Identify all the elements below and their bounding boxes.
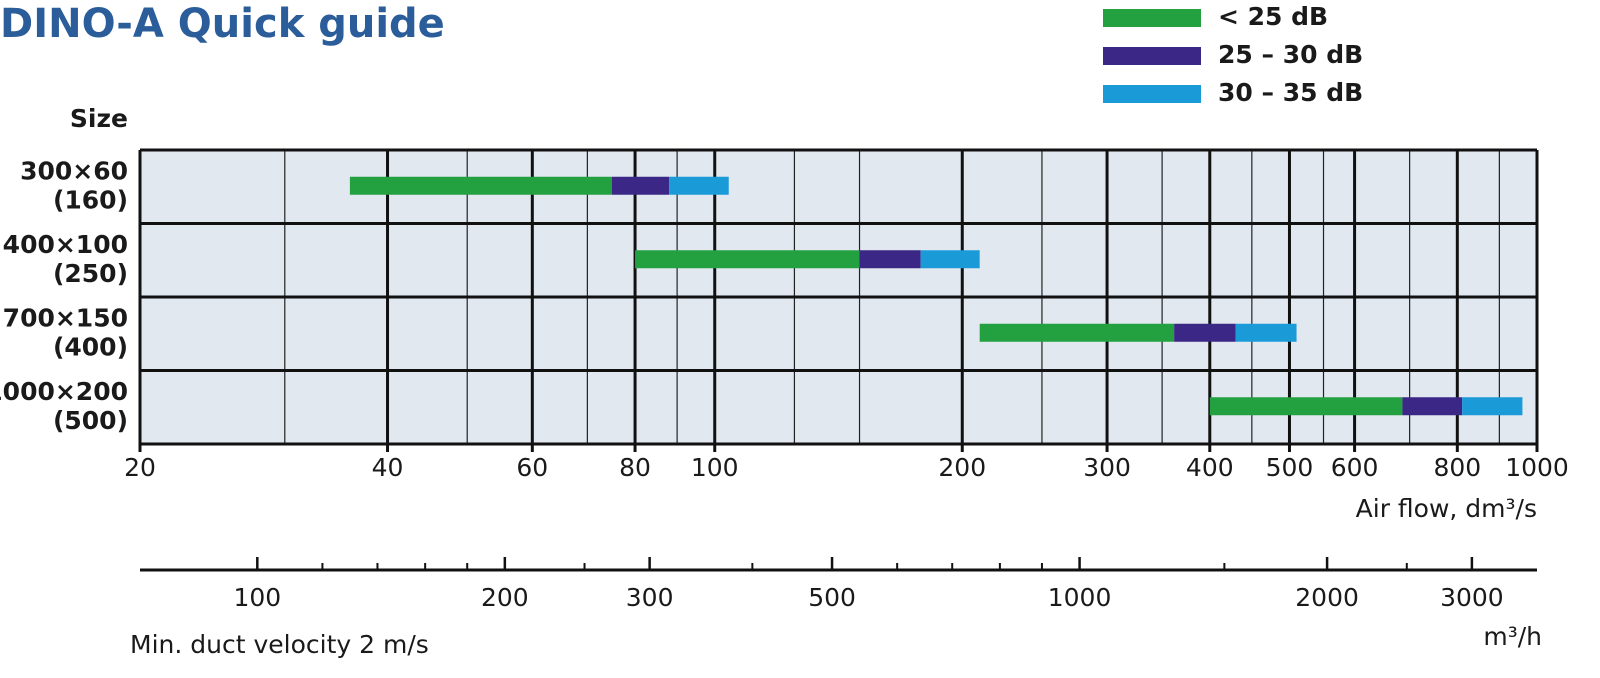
x2-tick-label: 2000 bbox=[1295, 583, 1359, 612]
range-bar bbox=[859, 250, 921, 269]
x-tick-label: 200 bbox=[938, 453, 986, 482]
range-bar bbox=[349, 176, 613, 195]
y-axis-title: Size bbox=[70, 104, 128, 133]
range-bar bbox=[635, 250, 860, 269]
x-tick-label: 800 bbox=[1433, 453, 1481, 482]
category-label: (250) bbox=[53, 259, 128, 288]
x2-axis-title: m³/h bbox=[1483, 622, 1542, 651]
legend-swatch bbox=[1103, 47, 1201, 65]
legend-label: < 25 dB bbox=[1218, 2, 1328, 31]
x-tick-label: 600 bbox=[1331, 453, 1379, 482]
range-bar bbox=[1235, 323, 1297, 342]
x-tick-label: 400 bbox=[1186, 453, 1234, 482]
x-tick-label: 100 bbox=[691, 453, 739, 482]
x2-tick-label: 200 bbox=[481, 583, 529, 612]
category-label: 300×60 bbox=[20, 156, 128, 185]
category-label: 700×150 bbox=[3, 303, 128, 332]
category-label: (500) bbox=[53, 406, 128, 435]
x-axis-title: Air flow, dm³/s bbox=[1356, 494, 1537, 523]
range-bar bbox=[1174, 323, 1236, 342]
x-tick-label: 40 bbox=[372, 453, 404, 482]
category-label: 1000×200 bbox=[0, 377, 128, 406]
range-bar bbox=[920, 250, 980, 269]
legend-swatch bbox=[1103, 85, 1201, 103]
x-tick-label: 1000 bbox=[1505, 453, 1569, 482]
category-label: (400) bbox=[53, 332, 128, 361]
x2-tick-label: 100 bbox=[233, 583, 281, 612]
range-bar bbox=[979, 323, 1175, 342]
x-tick-label: 300 bbox=[1083, 453, 1131, 482]
category-label: (160) bbox=[53, 185, 128, 214]
x2-tick-label: 300 bbox=[626, 583, 674, 612]
x-tick-label: 20 bbox=[124, 453, 156, 482]
range-bar bbox=[1462, 397, 1523, 416]
x-tick-label: 500 bbox=[1266, 453, 1314, 482]
range-bar bbox=[1402, 397, 1463, 416]
x2-tick-label: 500 bbox=[808, 583, 856, 612]
category-label: 400×100 bbox=[3, 230, 128, 259]
range-bar bbox=[1209, 397, 1403, 416]
legend-label: 25 – 30 dB bbox=[1218, 40, 1363, 69]
x2-tick-label: 3000 bbox=[1440, 583, 1504, 612]
footnote: Min. duct velocity 2 m/s bbox=[130, 630, 429, 659]
x-tick-label: 60 bbox=[516, 453, 548, 482]
legend-swatch bbox=[1103, 9, 1201, 27]
legend-label: 30 – 35 dB bbox=[1218, 78, 1363, 107]
range-bar bbox=[669, 176, 729, 195]
chart-title: DINO-A Quick guide bbox=[0, 1, 445, 47]
range-bar bbox=[612, 176, 670, 195]
x-tick-label: 80 bbox=[619, 453, 651, 482]
x2-tick-label: 1000 bbox=[1048, 583, 1112, 612]
